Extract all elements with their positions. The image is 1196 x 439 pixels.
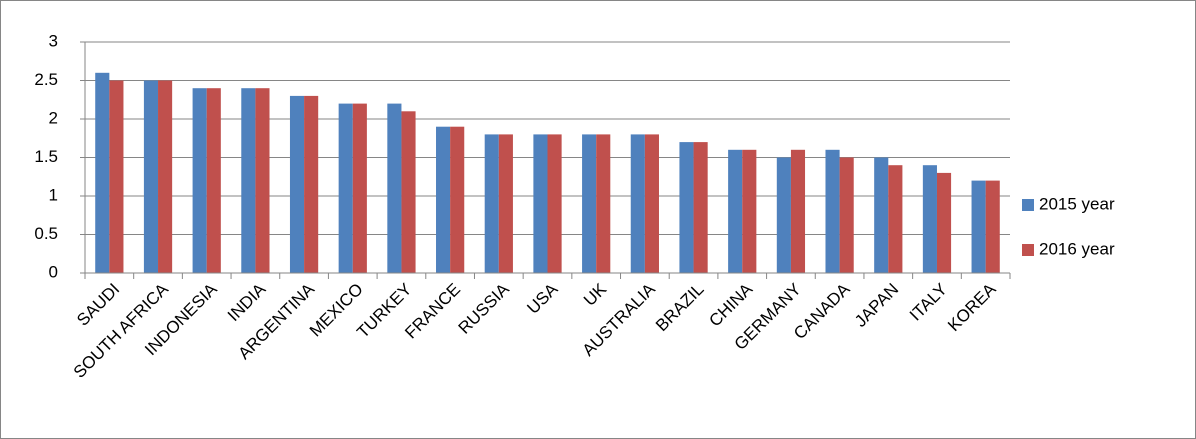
- bar: [533, 134, 548, 273]
- bar: [192, 88, 207, 273]
- y-tick-label: 2.5: [34, 70, 58, 89]
- bar: [401, 111, 416, 273]
- y-tick-label: 1: [49, 185, 58, 204]
- bar: [922, 165, 937, 273]
- bar: [436, 126, 451, 273]
- bar: [839, 157, 854, 273]
- bar: [874, 157, 889, 273]
- bar: [352, 103, 367, 273]
- y-tick-label: 0.5: [34, 224, 58, 243]
- legend-label: 2016 year: [1039, 239, 1115, 258]
- bar: [693, 142, 708, 273]
- legend-swatch: [1022, 199, 1034, 211]
- bar: [450, 126, 465, 273]
- bar: [158, 80, 173, 273]
- bar: [728, 149, 743, 273]
- bar: [109, 80, 124, 273]
- bar: [582, 134, 597, 273]
- bar: [971, 180, 986, 273]
- bar: [484, 134, 499, 273]
- bar: [255, 88, 270, 273]
- bar: [206, 88, 221, 273]
- y-tick-label: 2: [49, 108, 58, 127]
- bar: [679, 142, 694, 273]
- y-tick-label: 0: [49, 262, 58, 281]
- bar: [289, 95, 305, 274]
- y-tick-label: 3: [49, 31, 58, 50]
- bar: [387, 103, 402, 273]
- bar: [547, 134, 562, 273]
- bar: [790, 149, 806, 273]
- bar: [630, 134, 645, 273]
- bar: [143, 80, 159, 273]
- bar: [338, 103, 353, 273]
- bar: [498, 134, 513, 273]
- bar: [95, 72, 110, 273]
- bar: [644, 134, 659, 273]
- bar: [241, 88, 256, 273]
- bar: [985, 180, 1000, 273]
- bar: [776, 157, 791, 273]
- y-tick-label: 1.5: [34, 147, 58, 166]
- bar: [825, 149, 840, 273]
- legend-label: 2015 year: [1039, 194, 1115, 213]
- legend-swatch: [1022, 244, 1034, 256]
- bar: [936, 172, 952, 273]
- bar: [888, 165, 903, 273]
- bar: [304, 95, 319, 274]
- bar: [742, 149, 757, 273]
- bar: [596, 134, 611, 273]
